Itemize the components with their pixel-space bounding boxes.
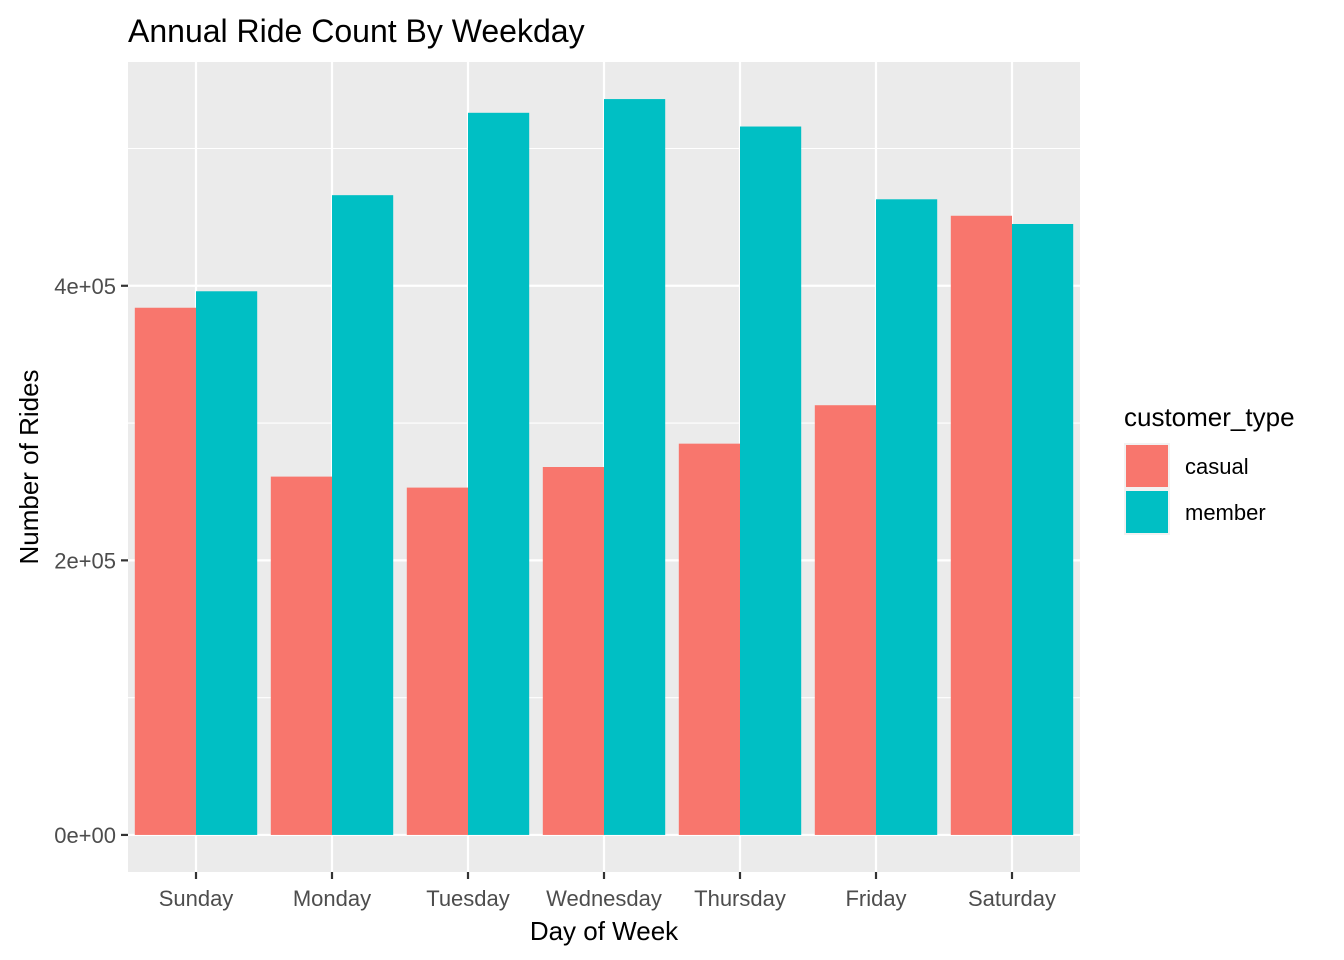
x-tick-label-tuesday: Tuesday (426, 886, 510, 911)
bar-casual-monday (270, 476, 332, 835)
x-tick-label-saturday: Saturday (968, 886, 1056, 911)
y-axis-title: Number of Rides (14, 369, 44, 564)
y-axis: 0e+00 2e+05 4e+05 (54, 274, 128, 848)
legend-title: customer_type (1124, 402, 1295, 432)
x-axis-title: Day of Week (530, 916, 679, 946)
bars (134, 99, 1074, 835)
legend: customer_type casual member (1124, 402, 1295, 535)
legend-label-member: member (1185, 500, 1266, 525)
legend-swatch-casual (1126, 445, 1168, 487)
bar-member-wednesday (604, 99, 666, 835)
y-tick-label-2: 4e+05 (54, 274, 116, 299)
x-tick-label-thursday: Thursday (694, 886, 786, 911)
x-axis: Sunday Monday Tuesday Wednesday Thursday Frid… (159, 872, 1056, 911)
x-tick-label-monday: Monday (293, 886, 371, 911)
x-tick-label-friday: Friday (845, 886, 906, 911)
bar-casual-saturday (950, 215, 1012, 835)
chart-title: Annual Ride Count By Weekday (128, 13, 585, 49)
legend-swatch-member (1126, 491, 1168, 533)
bar-member-friday (876, 199, 938, 835)
bar-casual-tuesday (406, 487, 468, 835)
x-tick-label-wednesday: Wednesday (546, 886, 662, 911)
legend-label-casual: casual (1185, 454, 1249, 479)
y-tick-label-1: 2e+05 (54, 548, 116, 573)
x-tick-label-sunday: Sunday (159, 886, 234, 911)
bar-casual-friday (814, 405, 876, 835)
bar-member-thursday (740, 126, 802, 835)
bar-casual-thursday (678, 443, 740, 835)
bar-casual-sunday (134, 307, 196, 835)
bar-member-monday (332, 195, 394, 835)
y-tick-label-0: 0e+00 (54, 823, 116, 848)
bar-member-sunday (196, 291, 258, 835)
bar-casual-wednesday (542, 467, 604, 835)
bar-member-tuesday (468, 112, 530, 835)
bar-member-saturday (1012, 224, 1074, 835)
